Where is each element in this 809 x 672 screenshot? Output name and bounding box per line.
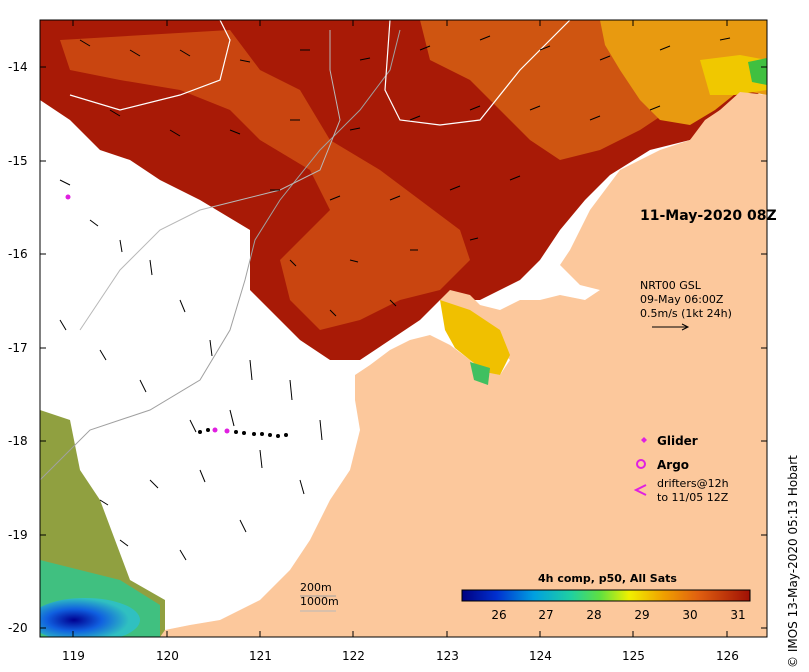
lon-label: 122 bbox=[342, 649, 365, 663]
longitude-labels: 119 120 121 122 123 124 125 126 bbox=[62, 649, 739, 663]
glider-marker-current-2 bbox=[224, 428, 230, 434]
latitude-labels: -14 -15 -16 -17 -18 -19 -20 bbox=[8, 60, 28, 635]
lon-label: 119 bbox=[62, 649, 85, 663]
colorbar-tick: 29 bbox=[634, 608, 649, 622]
glider-marker-current bbox=[212, 427, 218, 433]
map-timestamp: 11-May-2020 08Z bbox=[640, 208, 777, 224]
lat-label: -20 bbox=[8, 621, 28, 635]
lat-label: -14 bbox=[8, 60, 28, 74]
legend-drifters-1: drifters@12h bbox=[657, 477, 729, 490]
lon-label: 120 bbox=[156, 649, 179, 663]
colorbar-ticks: 26 27 28 29 30 31 bbox=[491, 608, 745, 622]
colorbar-tick: 28 bbox=[586, 608, 601, 622]
lon-label: 123 bbox=[436, 649, 459, 663]
argo-legend-icon bbox=[636, 459, 646, 469]
sst-gulf-green bbox=[470, 362, 490, 385]
imos-credit: © IMOS 13-May-2020 05:13 Hobart bbox=[786, 455, 800, 668]
glider-marker-west bbox=[65, 194, 71, 200]
contour-1000m bbox=[79, 30, 341, 331]
scale-arrow bbox=[652, 323, 690, 331]
sst-field-orange bbox=[60, 30, 470, 330]
currents-scale: 0.5m/s (1kt 24h) bbox=[640, 307, 732, 320]
legend-glider: Glider bbox=[657, 434, 698, 448]
colorbar-tick: 27 bbox=[538, 608, 553, 622]
lat-label: -19 bbox=[8, 528, 28, 542]
lon-label: 121 bbox=[249, 649, 272, 663]
colorbar-tick: 30 bbox=[682, 608, 697, 622]
current-vectors bbox=[59, 35, 731, 561]
drifter-legend-icon bbox=[633, 484, 647, 496]
lat-label: -16 bbox=[8, 247, 28, 261]
plot-frame bbox=[39, 19, 768, 638]
sst-cool-spot bbox=[40, 598, 140, 637]
colorbar-title: 4h comp, p50, All Sats bbox=[538, 572, 677, 585]
colorbar-tick: 26 bbox=[491, 608, 506, 622]
tick-marks bbox=[40, 20, 767, 637]
colorbar-tick: 31 bbox=[730, 608, 745, 622]
land bbox=[160, 92, 767, 637]
glider-track bbox=[198, 428, 288, 438]
lon-label: 126 bbox=[716, 649, 739, 663]
map-legend: Glider Argo drifters@12h to 11/05 12Z bbox=[633, 434, 729, 504]
contour-200m bbox=[40, 29, 401, 481]
sst-gulf bbox=[440, 300, 510, 375]
contour-key-1000: 1000m bbox=[300, 595, 339, 608]
lon-label: 124 bbox=[529, 649, 552, 663]
lat-label: -17 bbox=[8, 341, 28, 355]
lat-label: -15 bbox=[8, 154, 28, 168]
legend-argo: Argo bbox=[657, 458, 689, 472]
currents-source: NRT00 GSL bbox=[640, 279, 702, 292]
colorbar bbox=[461, 589, 751, 602]
lat-label: -18 bbox=[8, 434, 28, 448]
contour-white bbox=[69, 20, 571, 126]
currents-time: 09-May 06:00Z bbox=[640, 293, 724, 306]
glider-legend-icon bbox=[641, 437, 647, 443]
contour-key-200: 200m bbox=[300, 581, 332, 594]
sst-field-green-ne bbox=[748, 58, 767, 85]
lon-label: 125 bbox=[622, 649, 645, 663]
legend-drifters-2: to 11/05 12Z bbox=[657, 491, 729, 504]
sst-field-warm-ne bbox=[600, 20, 767, 125]
